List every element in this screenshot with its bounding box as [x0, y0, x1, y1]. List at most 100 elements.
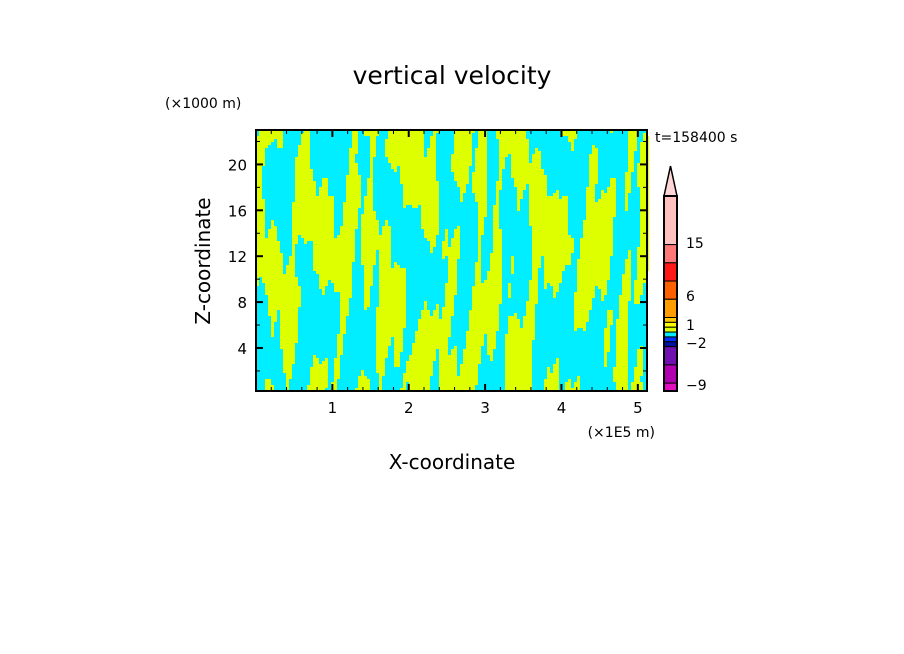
y-axis-label: Z-coordinate	[191, 197, 215, 324]
field-cell	[475, 148, 478, 202]
colorbar-extend-triangle	[663, 165, 678, 197]
chart-title: vertical velocity	[353, 61, 552, 90]
colorbar-label: 1	[686, 318, 695, 334]
colorbar-segment	[663, 316, 678, 323]
field-cell	[445, 229, 448, 256]
field-cell	[361, 370, 364, 391]
field-cell	[496, 181, 499, 331]
x-tick-label: 1	[328, 399, 338, 417]
field-cell	[424, 157, 427, 238]
field-cell	[436, 304, 439, 349]
field-cell	[484, 280, 487, 334]
field-cell	[466, 331, 469, 391]
field-cell	[559, 199, 562, 283]
field-cell	[481, 130, 484, 235]
field-cell	[499, 229, 502, 304]
field-cell	[355, 388, 358, 391]
field-cell	[550, 373, 553, 391]
field-cell	[574, 130, 577, 139]
field-cell	[430, 136, 433, 253]
field-cell	[280, 253, 283, 349]
field-cell	[274, 226, 277, 322]
field-cell	[427, 148, 430, 241]
field-cell	[637, 247, 640, 304]
field-cell	[490, 253, 493, 361]
field-cell	[562, 130, 565, 136]
field-cell	[463, 349, 466, 391]
colorbar: 15 6 1 −2 −9	[663, 165, 707, 394]
field-cell	[358, 175, 361, 208]
field-cell	[325, 178, 328, 286]
x-axis: 1 2 3 4 5	[270, 130, 643, 417]
time-label: t=158400 s	[655, 130, 737, 146]
x-tick-label: 2	[404, 399, 414, 417]
field-cell	[565, 130, 568, 136]
field-cell	[454, 130, 457, 181]
field-cell	[430, 316, 433, 376]
field-cell	[283, 274, 286, 373]
field-cell	[406, 130, 409, 205]
field-cell	[571, 238, 574, 253]
field-cell	[355, 163, 358, 229]
field-cell	[610, 178, 613, 256]
field-cell	[274, 130, 277, 139]
field-cell	[304, 130, 307, 244]
field-cell	[469, 310, 472, 391]
field-cell	[526, 139, 529, 184]
field-cell	[334, 358, 337, 391]
field-cell	[469, 130, 472, 166]
y-axis: 4 8 12 16 20	[228, 140, 647, 372]
field-cell	[385, 220, 388, 358]
field-cell	[568, 379, 571, 391]
field-cell	[313, 181, 316, 271]
field-cell	[421, 310, 424, 391]
field-cell	[364, 196, 367, 310]
x-unit-label: (×1E5 m)	[588, 425, 655, 441]
field-cell	[271, 220, 274, 337]
field-cell	[292, 202, 295, 364]
colorbar-segment	[663, 382, 678, 392]
field-cell	[514, 313, 517, 391]
field-cell	[313, 355, 316, 391]
field-cell	[340, 226, 343, 355]
field-cell	[310, 367, 313, 391]
field-cell	[307, 385, 310, 391]
field-cell	[541, 169, 544, 256]
field-cell	[331, 196, 334, 283]
field-cell	[445, 283, 448, 391]
field-cell	[400, 130, 403, 184]
field-cell	[298, 286, 301, 307]
field-cell	[607, 310, 610, 352]
field-cell	[454, 346, 457, 391]
field-cell	[373, 130, 376, 157]
field-cell	[319, 364, 322, 391]
field-cell	[604, 328, 607, 367]
field-cell	[364, 130, 367, 136]
field-cell	[472, 130, 475, 133]
field-cell	[454, 229, 457, 295]
y-tick-label: 20	[228, 156, 247, 174]
field-cell	[367, 178, 370, 307]
field-cell	[625, 172, 628, 211]
field-cell	[352, 130, 355, 262]
field-cell	[391, 268, 394, 337]
field-cell	[637, 163, 640, 187]
field-cell	[409, 130, 412, 205]
colorbar-segment	[663, 326, 678, 333]
field-cell	[511, 130, 514, 178]
field-cell	[268, 130, 271, 145]
colorbar-label: −2	[686, 336, 707, 352]
field-cell	[367, 130, 370, 136]
field-cell	[529, 163, 532, 226]
field-cell	[295, 277, 298, 343]
field-cell	[298, 145, 301, 235]
field-cell	[448, 247, 451, 337]
field-cell	[505, 130, 508, 157]
field-cell	[640, 142, 643, 295]
field-cell	[325, 358, 328, 388]
field-cell	[538, 151, 541, 268]
field-cell	[499, 130, 502, 190]
field-cell	[613, 178, 616, 217]
field-cell	[457, 376, 460, 391]
